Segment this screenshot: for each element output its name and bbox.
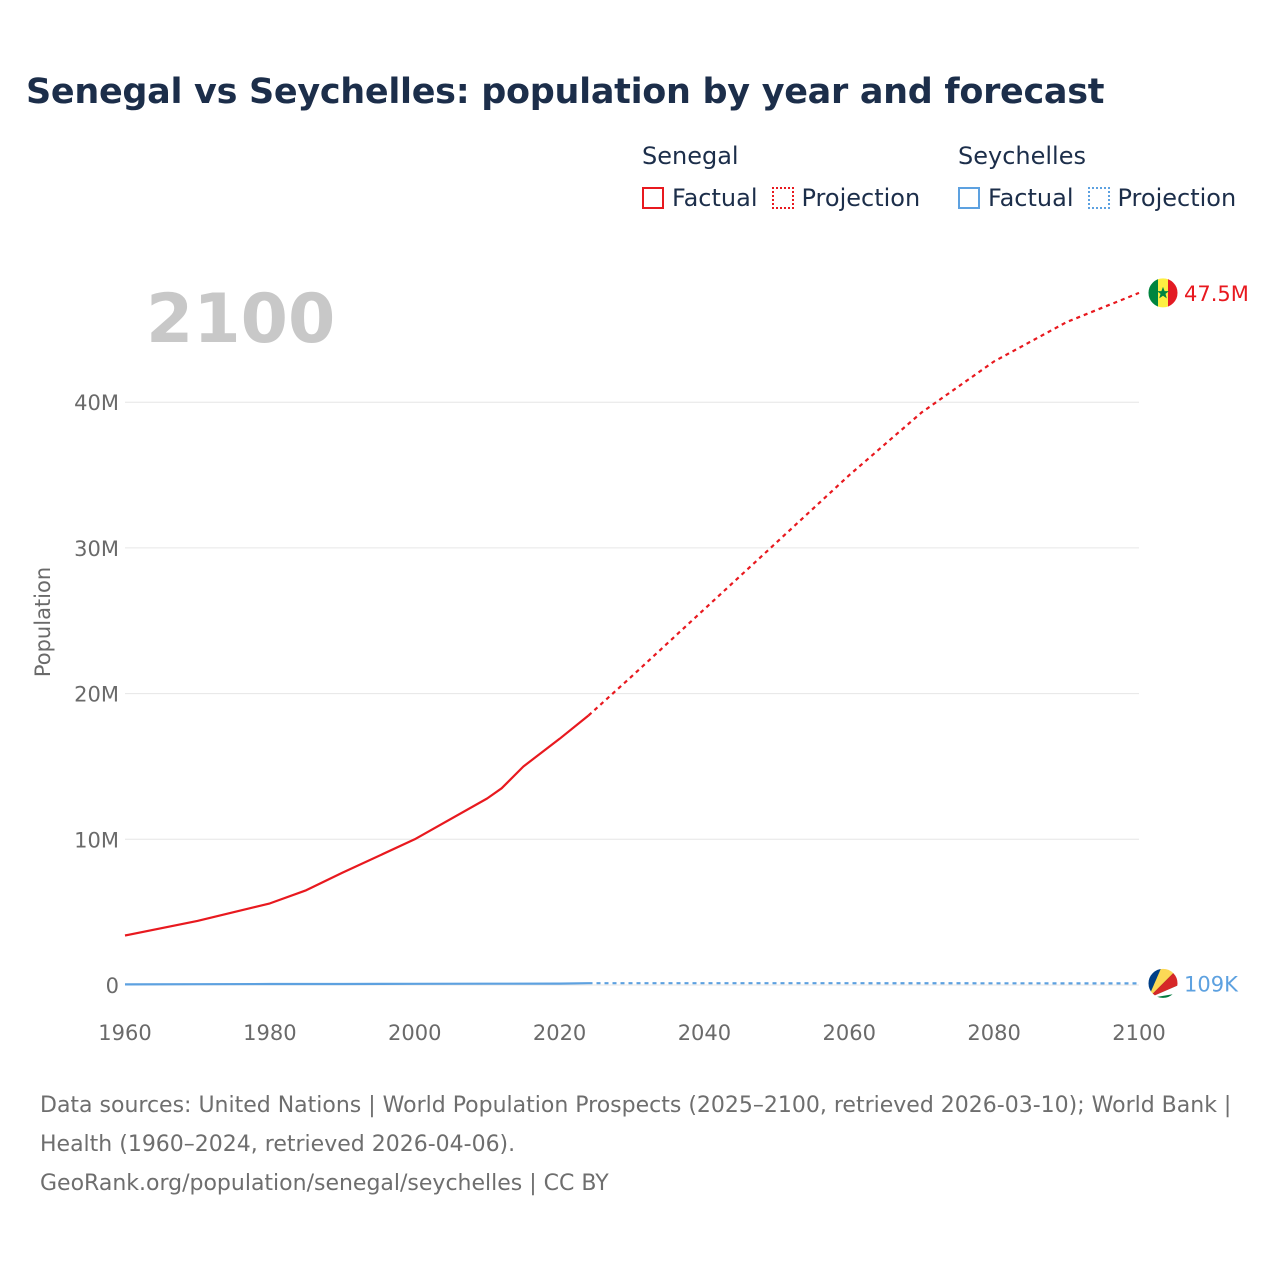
y-tick-label: 10M — [74, 828, 119, 852]
legend-swatch-solid — [958, 187, 980, 209]
chart-title: Senegal vs Seychelles: population by yea… — [26, 72, 1105, 112]
series-end-markers: 47.5M 109K — [1147, 277, 1249, 999]
legend-label: Factual — [672, 184, 758, 212]
legend-swatch-solid — [642, 187, 664, 209]
legend-senegal-projection[interactable]: Projection — [771, 184, 921, 212]
current-year-label: 2100 — [146, 280, 335, 359]
legend-group-seychelles: Seychelles Factual Projection — [958, 142, 1250, 212]
seychelles-end-label: 109K — [1184, 972, 1239, 996]
legend-label: Projection — [801, 184, 921, 212]
x-tick-label: 2100 — [1112, 1021, 1165, 1045]
y-axis-ticks: 0 10M 20M 30M 40M — [74, 391, 119, 998]
y-axis-title: Population — [31, 567, 55, 677]
seychelles-factual-line[interactable] — [124, 982, 589, 986]
legend-label: Factual — [988, 184, 1074, 212]
legend-senegal-factual[interactable]: Factual — [642, 184, 758, 212]
legend-label: Projection — [1117, 184, 1237, 212]
x-tick-label: 1960 — [98, 1021, 151, 1045]
legend-swatch-dotted — [771, 187, 794, 209]
legend-group-senegal: Senegal Factual Projection — [642, 142, 934, 212]
y-tick-label: 20M — [74, 683, 119, 707]
legend-group-title: Seychelles — [958, 142, 1086, 170]
footer: Data sources: United Nations | World Pop… — [40, 1086, 1240, 1203]
legend-seychelles-projection[interactable]: Projection — [1087, 184, 1237, 212]
legend-seychelles-factual[interactable]: Factual — [958, 184, 1074, 212]
legend-group-title: Senegal — [642, 142, 739, 170]
seychelles-flag-icon — [1147, 967, 1179, 999]
x-tick-label: 2000 — [388, 1021, 441, 1045]
x-tick-label: 2020 — [533, 1021, 586, 1045]
series-lines — [124, 291, 1140, 986]
y-tick-label: 40M — [74, 391, 119, 415]
senegal-flag-icon — [1147, 277, 1179, 309]
senegal-factual-line[interactable] — [124, 714, 590, 937]
x-tick-label: 2060 — [823, 1021, 876, 1045]
y-tick-label: 0 — [106, 974, 119, 998]
x-tick-label: 2040 — [678, 1021, 731, 1045]
grid-lines — [125, 401, 1139, 986]
y-tick-label: 30M — [74, 537, 119, 561]
chart-plot-area: 2100 0 10M 20M 30M 40M 1960 1980 2000 2020 2040 2… — [31, 277, 1249, 1045]
x-axis-ticks: 1960 1980 2000 2020 2040 2060 2080 2100 — [98, 1021, 1165, 1045]
x-tick-label: 2080 — [967, 1021, 1020, 1045]
x-tick-label: 1980 — [243, 1021, 296, 1045]
senegal-end-label: 47.5M — [1184, 282, 1249, 306]
legend-swatch-dotted — [1087, 187, 1110, 209]
data-sources: Data sources: United Nations | World Pop… — [40, 1093, 1232, 1157]
senegal-projection-line[interactable] — [587, 291, 1140, 717]
credit-link[interactable]: GeoRank.org/population/senegal/seychelle… — [40, 1171, 609, 1196]
